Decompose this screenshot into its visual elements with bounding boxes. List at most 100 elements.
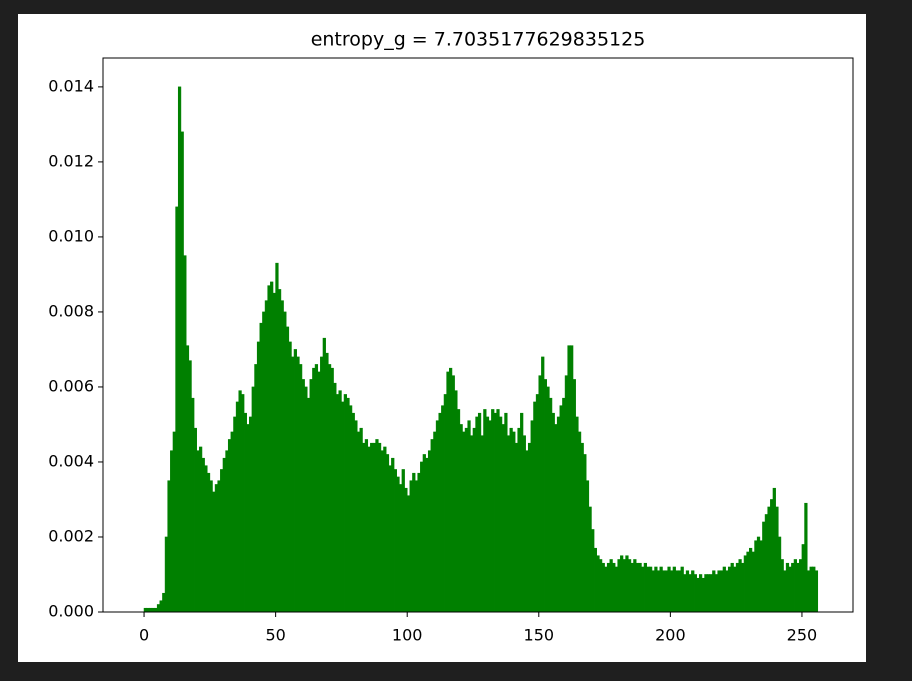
histogram-bar <box>293 349 297 613</box>
histogram-bar <box>496 409 500 613</box>
histogram-bar <box>441 405 445 613</box>
histogram-bar <box>499 416 503 613</box>
histogram-bar <box>725 570 729 613</box>
histogram-bar <box>259 322 263 613</box>
histogram-bar <box>638 562 642 613</box>
histogram-bar <box>575 416 579 613</box>
histogram-bar <box>217 480 221 613</box>
histogram-bar <box>212 491 216 613</box>
histogram-bar <box>525 450 529 613</box>
histogram-bar <box>322 337 326 613</box>
histogram-bar <box>806 570 811 613</box>
histogram-bar <box>654 566 658 613</box>
histogram-bar <box>346 397 350 613</box>
histogram-bar <box>777 536 782 613</box>
histogram-bar <box>333 382 337 613</box>
histogram-bar <box>320 356 324 613</box>
histogram-bar <box>383 446 387 613</box>
histogram-bar <box>527 442 532 613</box>
x-tick-label: 150 <box>524 626 555 645</box>
histogram-bar <box>506 435 511 613</box>
histogram-bar <box>706 574 711 613</box>
histogram-bar <box>409 480 413 613</box>
histogram-bar <box>146 607 150 613</box>
histogram-bar <box>214 484 219 613</box>
histogram-bar <box>772 487 776 613</box>
histogram-bar <box>735 562 740 613</box>
histogram-bar <box>749 547 753 613</box>
histogram-bar <box>491 409 495 613</box>
histogram-bar <box>646 566 650 613</box>
histogram-bar <box>143 607 147 613</box>
histogram-bar <box>680 566 684 613</box>
histogram-bar <box>343 394 347 613</box>
histogram-bar <box>675 570 679 613</box>
histogram-bar <box>627 559 632 613</box>
histogram-bar <box>446 371 450 613</box>
histogram-bar <box>199 446 203 613</box>
y-tick-label: 0.006 <box>48 376 94 395</box>
histogram-bar <box>149 607 153 613</box>
histogram-bar <box>177 86 182 613</box>
histogram-bar <box>814 570 819 613</box>
histogram-bar <box>588 506 592 613</box>
histogram-bar <box>530 420 534 613</box>
histogram-bar <box>370 442 374 613</box>
histogram-bar <box>246 424 250 613</box>
histogram-bar <box>309 379 313 613</box>
histogram-bar <box>649 566 653 613</box>
histogram-bar <box>799 559 803 613</box>
histogram-bar <box>709 574 713 613</box>
histogram-bar <box>743 555 747 613</box>
histogram-bar <box>209 480 213 613</box>
histogram-bar <box>604 566 608 613</box>
histogram-bar <box>335 394 340 613</box>
histogram-bar <box>349 405 353 613</box>
histogram-bar <box>522 435 526 613</box>
histogram-bar <box>456 409 461 613</box>
histogram-bar <box>364 439 369 613</box>
y-tick-label: 0.008 <box>48 301 94 320</box>
histogram-bar <box>188 360 192 613</box>
histogram-bar <box>385 454 390 613</box>
histogram-bar <box>635 562 640 613</box>
histogram-bar <box>254 364 258 613</box>
histogram-bar <box>606 562 611 613</box>
histogram-bar <box>641 566 645 613</box>
histogram-bar <box>751 551 755 613</box>
histogram-bar <box>738 559 742 613</box>
histogram-bar <box>359 427 363 613</box>
histogram-bar <box>556 416 561 613</box>
histogram-bar <box>541 356 545 613</box>
histogram-bar <box>533 401 537 613</box>
histogram-bar <box>701 577 705 613</box>
histogram-bar <box>704 574 708 613</box>
chart-title: entropy_g = 7.7035177629835125 <box>311 29 646 51</box>
histogram-bar <box>356 431 361 613</box>
histogram-bar <box>625 555 629 613</box>
histogram-bar <box>780 559 784 613</box>
histogram-bar <box>472 427 476 613</box>
histogram-bar <box>454 390 458 613</box>
histogram-bar <box>399 484 403 613</box>
histogram-bar <box>249 416 253 613</box>
histogram-bar <box>712 570 716 613</box>
histogram-bar <box>417 472 421 613</box>
histogram-bar <box>722 566 726 613</box>
histogram-bar <box>585 480 590 613</box>
histogram-bar <box>538 375 542 613</box>
histogram-bar <box>285 326 290 613</box>
histogram-bar <box>206 472 211 613</box>
histogram-bar <box>243 412 247 613</box>
histogram-bar <box>375 439 379 613</box>
histogram-bar <box>754 540 758 613</box>
histogram-bar <box>630 562 634 613</box>
histogram-bar <box>330 367 334 613</box>
histogram-bar <box>546 386 550 613</box>
histogram-bar <box>543 379 547 613</box>
histogram-bar <box>762 521 766 613</box>
histogram-bar <box>775 506 779 613</box>
histogram-bar <box>238 390 242 613</box>
histogram-bar <box>559 405 563 613</box>
histogram-bar <box>730 562 734 613</box>
